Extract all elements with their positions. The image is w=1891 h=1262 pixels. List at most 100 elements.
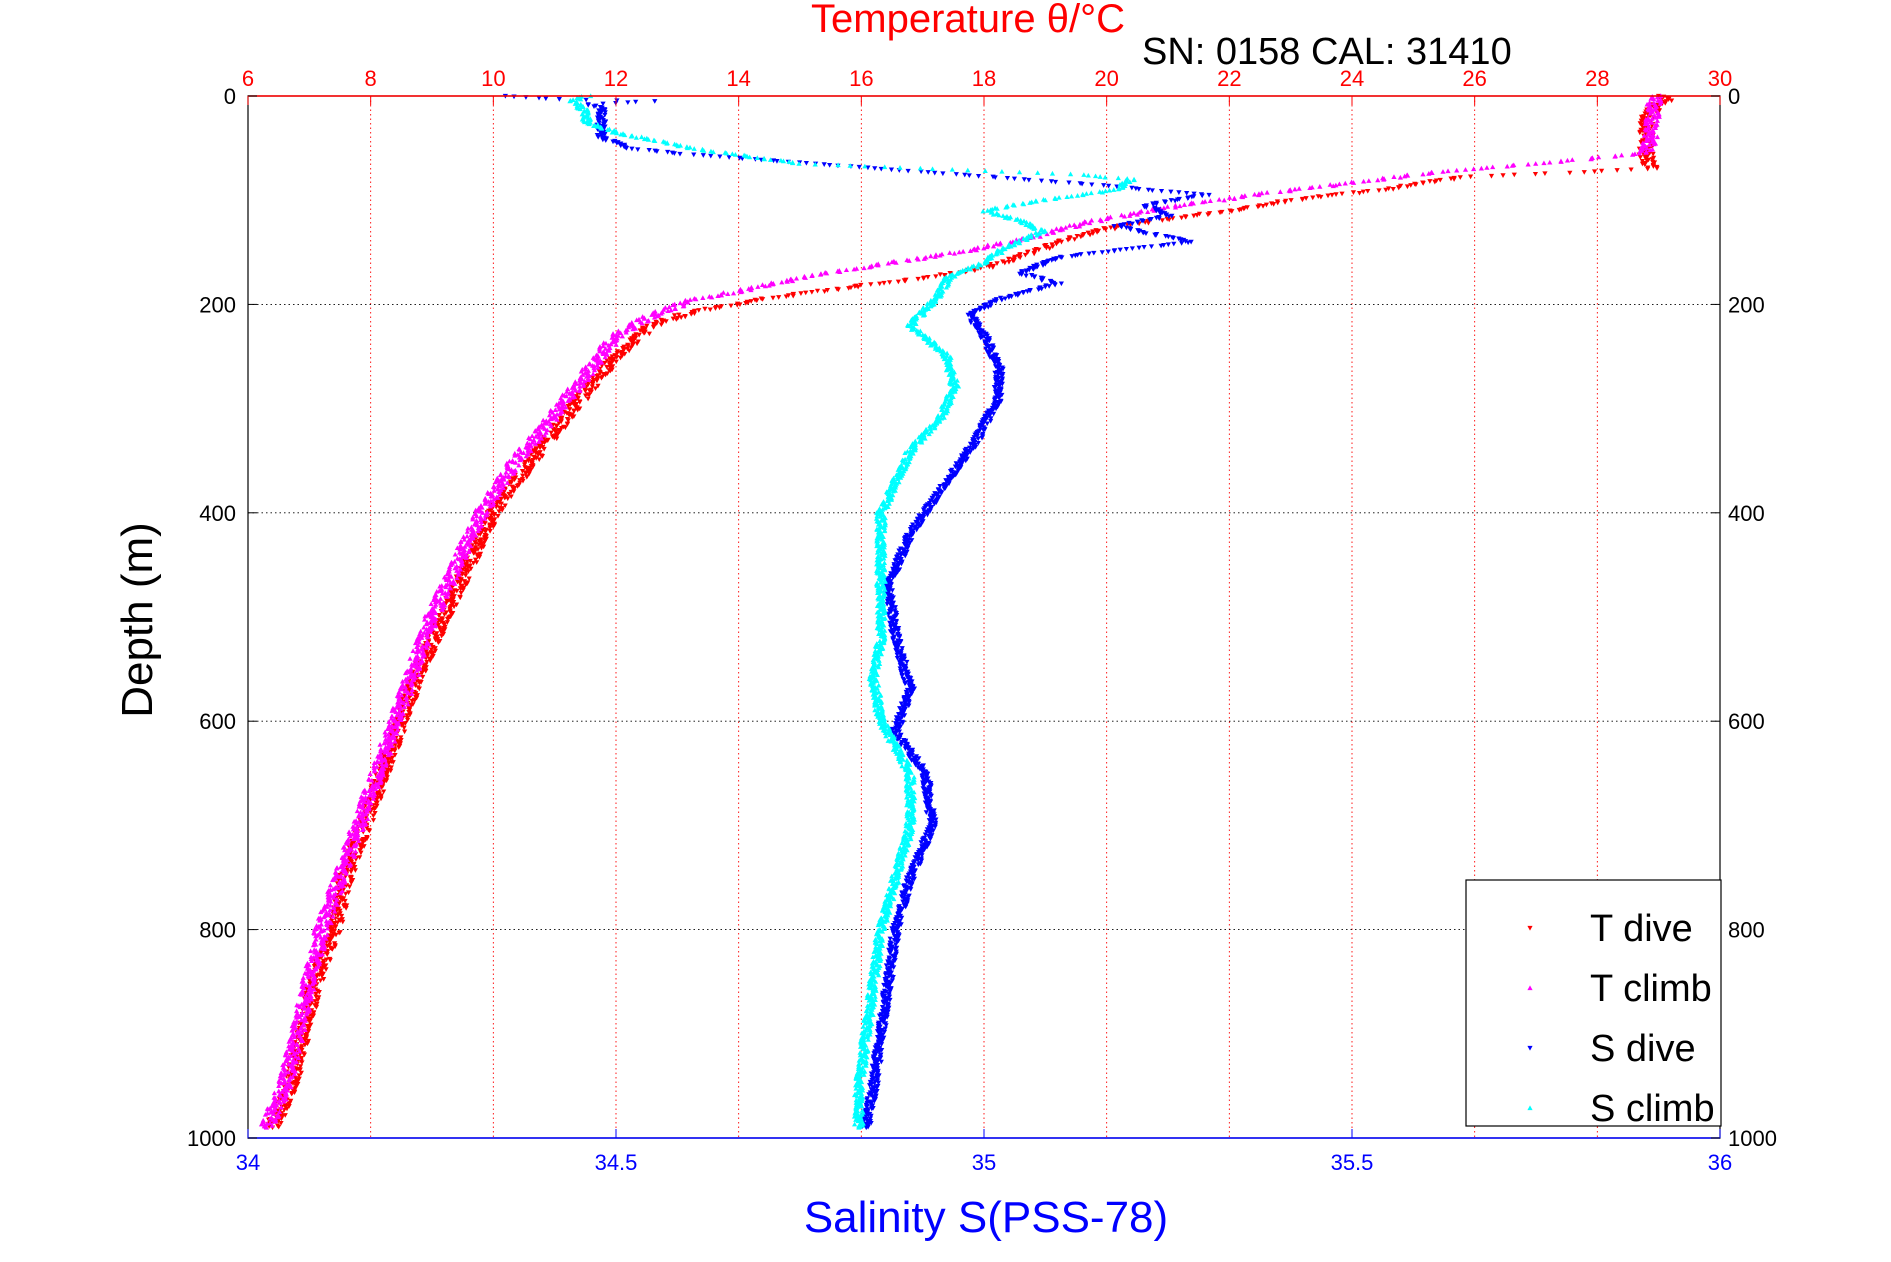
data-point	[541, 446, 547, 452]
data-point	[974, 433, 980, 439]
data-point	[472, 557, 479, 563]
data-point	[1271, 202, 1277, 207]
data-point	[821, 289, 828, 295]
data-point	[340, 887, 346, 893]
data-point	[1065, 237, 1071, 243]
data-point	[1317, 184, 1323, 189]
data-point	[1612, 153, 1618, 159]
data-point	[350, 826, 357, 832]
data-point	[533, 434, 539, 439]
data-point	[389, 713, 395, 719]
data-point	[360, 805, 366, 811]
data-point	[572, 387, 578, 393]
data-point	[986, 351, 992, 357]
data-point	[980, 428, 987, 433]
data-point	[1035, 170, 1041, 175]
data-point	[910, 687, 916, 692]
data-point	[565, 418, 571, 423]
data-point	[625, 344, 631, 349]
data-point	[291, 1051, 297, 1057]
data-point	[1488, 173, 1495, 179]
data-point	[1073, 224, 1079, 229]
data-point	[293, 1014, 300, 1020]
data-point	[358, 850, 364, 856]
data-point	[468, 566, 474, 572]
data-point	[889, 926, 895, 931]
data-point	[279, 1089, 285, 1094]
data-point	[903, 904, 909, 910]
data-point	[1020, 290, 1026, 296]
data-point	[582, 388, 588, 394]
data-point	[671, 313, 678, 318]
data-point	[1330, 183, 1336, 189]
data-point	[1002, 260, 1008, 266]
data-point	[330, 913, 336, 919]
data-point	[883, 980, 889, 985]
data-point	[909, 878, 916, 883]
data-point	[626, 348, 632, 354]
data-point	[664, 140, 670, 146]
data-point	[1101, 183, 1107, 188]
data-point	[947, 250, 953, 255]
data-point	[1064, 194, 1070, 200]
data-point	[424, 659, 430, 665]
data-point	[672, 306, 678, 312]
data-point	[910, 522, 916, 528]
data-point	[1134, 211, 1140, 217]
data-point	[1087, 232, 1093, 238]
data-point	[1628, 167, 1634, 173]
data-point	[600, 101, 606, 107]
data-point	[1127, 227, 1134, 233]
data-point	[506, 458, 513, 464]
data-point	[1022, 252, 1029, 258]
data-point	[317, 917, 323, 923]
data-point	[1053, 226, 1060, 231]
data-point	[433, 616, 439, 622]
data-point	[432, 633, 438, 638]
data-point	[309, 989, 315, 995]
data-point	[278, 1093, 284, 1099]
data-point	[893, 619, 900, 625]
data-point	[992, 398, 998, 403]
data-point	[283, 1096, 289, 1102]
data-point	[1027, 200, 1033, 205]
data-point	[1342, 180, 1348, 186]
data-point	[454, 575, 460, 581]
data-point	[497, 472, 504, 478]
data-point	[594, 362, 600, 368]
data-point	[470, 516, 476, 522]
data-point	[595, 134, 601, 140]
data-point	[293, 1053, 299, 1059]
data-point	[300, 975, 306, 980]
data-point	[286, 1061, 292, 1067]
data-point	[405, 701, 411, 707]
data-point	[419, 654, 426, 659]
data-point	[1642, 121, 1648, 127]
data-point	[544, 420, 550, 426]
data-point	[269, 1123, 275, 1128]
data-point	[596, 346, 603, 352]
data-point	[563, 393, 569, 399]
data-point	[1150, 202, 1156, 208]
data-point	[491, 496, 497, 502]
data-point	[357, 848, 363, 853]
data-point	[1644, 145, 1650, 151]
data-point	[1106, 187, 1113, 193]
data-point	[280, 1096, 286, 1102]
data-point	[1021, 177, 1027, 182]
data-point	[907, 685, 913, 691]
data-point	[352, 848, 359, 854]
data-point	[592, 386, 599, 392]
data-point	[1158, 189, 1165, 194]
data-point	[1650, 129, 1656, 134]
data-point	[582, 378, 588, 384]
data-point	[1350, 190, 1357, 195]
data-point	[1026, 177, 1032, 183]
data-point	[1042, 284, 1048, 290]
data-point	[896, 933, 902, 939]
data-point	[875, 262, 881, 268]
data-point	[577, 106, 583, 112]
data-point	[482, 538, 488, 543]
data-point	[769, 281, 776, 287]
data-point	[1040, 263, 1046, 268]
